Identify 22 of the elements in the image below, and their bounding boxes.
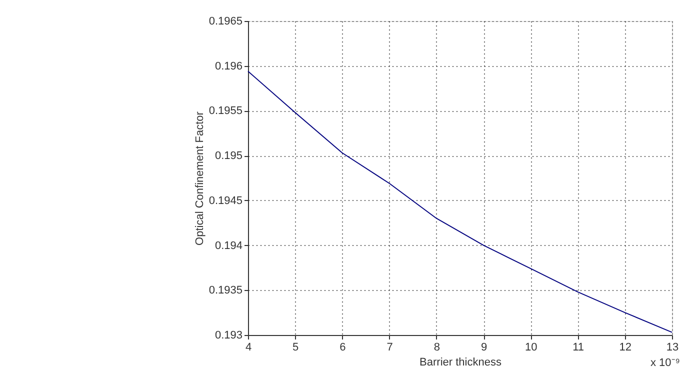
y-tick-label: 0.1955 [208,105,242,118]
y-tick-label: 0.1935 [208,284,242,297]
x-tick-label: 11 [572,342,584,354]
y-tick-label: 0.193 [214,330,242,342]
x-axis-title: Barrier thickness [420,356,502,368]
x-tick-label: 5 [292,342,299,354]
x-tick-label: 13 [666,342,679,354]
text: x 10⁻⁹ [650,357,680,369]
x-tick-label: 12 [619,342,632,354]
y-tick-label: 0.1945 [208,194,242,207]
y-tick-label: 0.1965 [208,16,242,28]
line-series [248,70,672,333]
y-tick-label: 0.194 [214,240,242,252]
x-tick-label: 9 [480,342,488,354]
x-tick-label: 10 [525,342,538,354]
y-axis-title: Optical Confinement Factor [194,111,206,246]
x-tick-label: 7 [386,342,393,354]
x-tick-label: 6 [340,342,346,354]
y-tick-label: 0.195 [214,150,242,162]
x-tick-label: 8 [434,342,440,354]
x-tick-label: 4 [245,342,252,354]
y-tick-label: 0.196 [214,60,242,72]
